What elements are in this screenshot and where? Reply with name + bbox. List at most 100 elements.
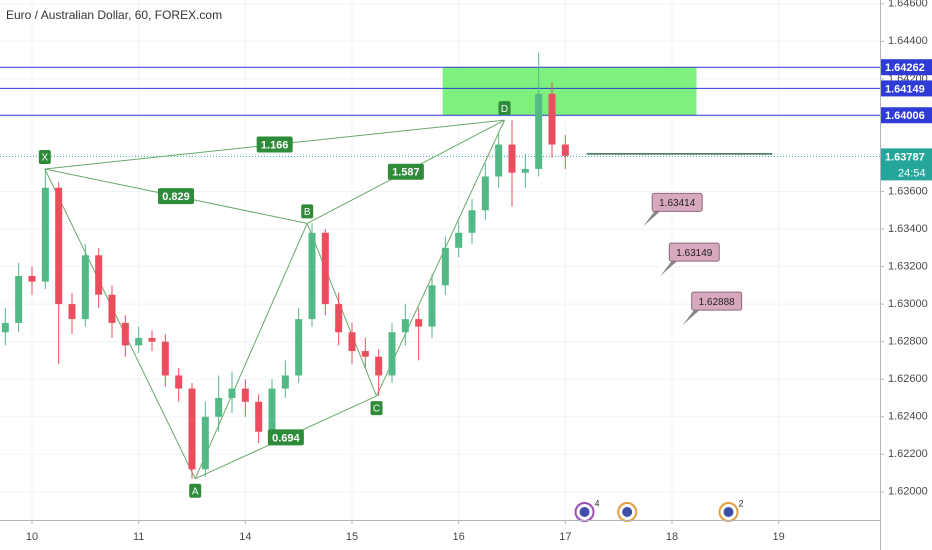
target-label: 1.63414 bbox=[659, 198, 696, 209]
target-pointer bbox=[643, 210, 662, 227]
pattern-leg bbox=[194, 223, 308, 479]
x-tick-label: 17 bbox=[559, 531, 571, 543]
pattern-point-label: B bbox=[304, 207, 311, 218]
candle-body bbox=[308, 232, 316, 320]
ratio-box bbox=[158, 188, 194, 205]
pattern-point-label: X bbox=[41, 153, 48, 164]
price-line-label: 1.64262 bbox=[885, 62, 925, 74]
candle-body bbox=[561, 144, 569, 156]
candle-body bbox=[281, 375, 289, 389]
candle-body bbox=[268, 388, 276, 432]
pattern-point-label: C bbox=[373, 404, 380, 415]
event-icon-inner bbox=[579, 507, 590, 517]
candle-body bbox=[295, 319, 303, 376]
candle-body bbox=[68, 304, 76, 320]
ratio-label: 0.694 bbox=[272, 432, 300, 444]
ratio-label: 1.587 bbox=[392, 167, 420, 179]
candle-body bbox=[55, 187, 63, 305]
last-price-label: 1.63787 bbox=[885, 151, 925, 163]
x-tick-label: 15 bbox=[346, 531, 358, 543]
candle-body bbox=[228, 388, 236, 398]
candle-body bbox=[348, 332, 356, 352]
pattern-leg bbox=[44, 168, 196, 479]
candle-body bbox=[401, 319, 409, 333]
candle-body bbox=[161, 341, 169, 376]
candle-body bbox=[441, 247, 449, 286]
candle-body bbox=[535, 93, 543, 169]
candle-body bbox=[335, 304, 343, 333]
candle-body bbox=[361, 351, 369, 357]
candle-body bbox=[188, 388, 196, 470]
y-tick-label: 1.62800 bbox=[888, 336, 928, 348]
candle-body bbox=[148, 337, 156, 342]
x-tick-label: 11 bbox=[133, 531, 144, 543]
candle-body bbox=[508, 144, 516, 173]
y-tick-label: 1.63200 bbox=[888, 260, 928, 272]
event-count: 4 bbox=[595, 498, 600, 508]
candle-body bbox=[455, 232, 463, 248]
candle-body bbox=[175, 375, 183, 389]
pattern-point-box bbox=[38, 149, 51, 164]
candle-body bbox=[481, 176, 489, 211]
ratio-label: 1.166 bbox=[261, 139, 289, 151]
candle-body bbox=[15, 275, 23, 323]
candle-body bbox=[375, 356, 383, 376]
y-tick-label: 1.63600 bbox=[888, 185, 928, 197]
price-line-box bbox=[881, 80, 932, 97]
candle-body bbox=[135, 337, 143, 346]
target-label: 1.63149 bbox=[676, 248, 713, 259]
event-count: 2 bbox=[739, 498, 744, 508]
candle-body bbox=[81, 255, 89, 320]
pattern-point-box bbox=[370, 401, 383, 416]
candle-body bbox=[121, 322, 129, 346]
pattern-point-label: D bbox=[501, 104, 508, 115]
x-tick-label: 18 bbox=[666, 531, 678, 543]
y-tick-label: 1.62000 bbox=[888, 486, 928, 498]
y-tick-label: 1.63400 bbox=[888, 223, 928, 235]
candle-body bbox=[1, 322, 9, 333]
x-tick-label: 16 bbox=[453, 531, 465, 543]
pattern-leg bbox=[376, 119, 505, 397]
target-pointer bbox=[682, 309, 701, 326]
target-box bbox=[668, 242, 720, 262]
target-box bbox=[691, 291, 743, 311]
chart-title: Euro / Australian Dollar, 60, FOREX.com bbox=[6, 8, 222, 22]
pattern-point-label: A bbox=[192, 486, 199, 497]
x-tick-label: 14 bbox=[239, 531, 251, 543]
plot: X A B C D 1.166 0.829 1.587 0.694 1.63414 1.63149 1… bbox=[0, 52, 880, 522]
y-tick-label: 1.64400 bbox=[888, 35, 928, 47]
candle-body bbox=[41, 187, 49, 282]
candle-body bbox=[548, 93, 556, 145]
axes: 1.62000 1.62200 1.62400 1.62600 1.62800 1.630… bbox=[26, 0, 932, 543]
target-zone bbox=[442, 67, 697, 116]
price-line-box bbox=[881, 107, 932, 124]
candle-body bbox=[241, 388, 249, 402]
target-pointer bbox=[660, 260, 679, 277]
candle-body bbox=[255, 401, 263, 432]
y-tick-label: 1.62200 bbox=[888, 448, 928, 460]
candle-body bbox=[321, 232, 329, 305]
pattern-point-box bbox=[189, 483, 202, 498]
y-tick-label: 1.62600 bbox=[888, 373, 928, 385]
pattern-point-box bbox=[301, 204, 314, 219]
last-price-box bbox=[881, 148, 932, 181]
candle-body bbox=[201, 416, 209, 470]
countdown: 24:54 bbox=[898, 167, 926, 179]
target-box bbox=[651, 192, 703, 212]
y-tick-label: 1.62400 bbox=[888, 411, 928, 423]
price-line-label: 1.64006 bbox=[885, 110, 925, 122]
candle-body bbox=[495, 144, 503, 177]
event-icon-inner bbox=[622, 507, 633, 517]
candle-body bbox=[468, 210, 476, 233]
candle-body bbox=[415, 319, 423, 327]
ratio-box bbox=[256, 136, 293, 153]
pattern-point-box bbox=[498, 101, 511, 116]
candle-body bbox=[521, 168, 529, 173]
ratio-label: 0.829 bbox=[162, 191, 190, 203]
event-icon-inner bbox=[723, 507, 734, 517]
y-tick-label: 1.64600 bbox=[888, 0, 928, 10]
target-label: 1.62888 bbox=[699, 297, 736, 308]
candle-body bbox=[95, 255, 103, 295]
ratio-box bbox=[267, 429, 304, 446]
